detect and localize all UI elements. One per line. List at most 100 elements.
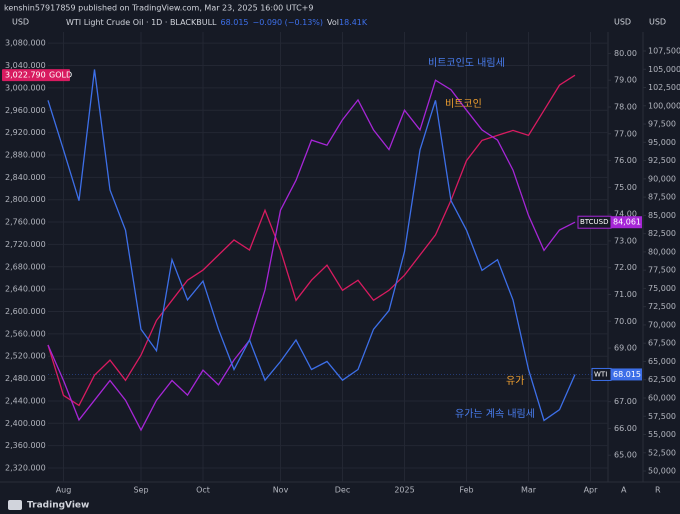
y3-tick-label: 80,000 <box>648 247 676 256</box>
y2-tick-label: 74.00 <box>614 210 637 219</box>
y2-tick-label: 70.00 <box>614 317 637 326</box>
last-value-label: 68.015 <box>613 370 641 379</box>
series-line <box>47 69 576 422</box>
y3-tick-label: 77,500 <box>648 266 676 275</box>
y2-tick-label: 80.00 <box>614 49 637 58</box>
y-tick-label: 2,880.000 <box>5 150 46 159</box>
y-tick-label: 3,040.000 <box>5 61 46 70</box>
annotation: 유가는 계속 내림세 <box>455 408 535 420</box>
axis-unit: USD <box>12 18 29 27</box>
y2-tick-label: 66.00 <box>614 424 637 433</box>
annotation: 비트코인도 내림세 <box>428 57 505 69</box>
last-value-tag <box>611 368 642 381</box>
y-tick-label: 3,000.000 <box>5 83 46 92</box>
y-tick-label: 2,760.000 <box>5 218 46 227</box>
y2-tick-label: 73.00 <box>614 236 637 245</box>
y3-tick-label: 62,500 <box>648 375 676 384</box>
legend-change: −0.090 (−0.13%) <box>253 18 324 27</box>
y3-tick-label: 50,000 <box>648 467 676 476</box>
y2-tick-label: 69.00 <box>614 344 637 353</box>
y-tick-label: 2,920.000 <box>5 128 46 137</box>
y-tick-label: 2,840.000 <box>5 173 46 182</box>
series-name-tag: WTI <box>594 370 607 378</box>
series-name-tag: GOLD <box>49 71 72 80</box>
x-tick-label: Feb <box>459 486 473 495</box>
y2-tick-label: 71.00 <box>614 290 637 299</box>
axis-button[interactable]: R <box>655 486 661 495</box>
y3-tick-label: 85,000 <box>648 211 676 220</box>
y2-tick-label: 75.00 <box>614 183 637 192</box>
y2-tick-label: 72.00 <box>614 263 637 272</box>
y3-tick-label: 82,500 <box>648 229 676 238</box>
axis-button[interactable]: A <box>621 486 627 495</box>
y-tick-label: 2,440.000 <box>5 396 46 405</box>
x-tick-label: 2025 <box>394 486 414 495</box>
y2-tick-label: 67.00 <box>614 397 637 406</box>
grid <box>48 32 608 482</box>
y2-tick-label: 76.00 <box>614 156 637 165</box>
x-tick-label: Oct <box>196 486 210 495</box>
x-tick-label: Nov <box>273 486 289 495</box>
legend-row: WTI Light Crude Oil · 1D · BLACKBULL 68.0… <box>66 18 368 27</box>
y-tick-label: 3,080.000 <box>5 39 46 48</box>
y-tick-label: 2,600.000 <box>5 307 46 316</box>
y3-tick-label: 70,000 <box>648 320 676 329</box>
series-name-tag: BTCUSD <box>580 218 609 226</box>
y3-tick-label: 57,500 <box>648 412 676 421</box>
y3-tick-label: 92,500 <box>648 156 676 165</box>
y2-tick-label: 79.00 <box>614 76 637 85</box>
y3-tick-label: 95,000 <box>648 138 676 147</box>
y-tick-label: 2,520.000 <box>5 352 46 361</box>
x-tick-label: Aug <box>56 486 72 495</box>
brand-logo <box>8 500 22 510</box>
y3-tick-label: 65,000 <box>648 357 676 366</box>
y2-tick-label: 65.00 <box>614 451 637 460</box>
y-tick-label: 2,360.000 <box>5 441 46 450</box>
y-tick-label: 2,320.000 <box>5 464 46 473</box>
y-tick-label: 2,400.000 <box>5 419 46 428</box>
series-line <box>47 79 576 432</box>
last-value-label: 3,022.790 <box>5 71 46 80</box>
y-tick-label: 2,960.000 <box>5 106 46 115</box>
y3-tick-label: 60,000 <box>648 393 676 402</box>
annotation: 비트코인 <box>445 98 482 110</box>
legend-last: 68.015 <box>221 18 249 27</box>
chart-title: WTI Light Crude Oil · 1D · BLACKBULL <box>66 18 217 27</box>
y-tick-label: 2,640.000 <box>5 285 46 294</box>
footer-brand: TradingView <box>27 501 89 511</box>
axis-unit: USD <box>614 18 631 27</box>
y3-tick-label: 100,000 <box>648 101 680 110</box>
x-tick-label: Mar <box>521 486 537 495</box>
last-value-tag <box>2 69 70 82</box>
y-tick-label: 2,680.000 <box>5 262 46 271</box>
y3-tick-label: 55,000 <box>648 430 676 439</box>
y3-tick-label: 87,500 <box>648 193 676 202</box>
x-tick-label: Apr <box>584 486 599 495</box>
y2-tick-label: 77.00 <box>614 129 637 138</box>
y3-tick-label: 90,000 <box>648 174 676 183</box>
x-tick-label: Sep <box>133 486 148 495</box>
axis-unit: USD <box>649 18 666 27</box>
y3-tick-label: 97,500 <box>648 120 676 129</box>
subtitle: kenshin57917859 published on TradingView… <box>4 4 313 13</box>
y3-tick-label: 107,500 <box>648 46 680 55</box>
legend-volume-label: Vol <box>327 18 339 27</box>
y-tick-label: 2,720.000 <box>5 240 46 249</box>
y2-tick-label: 78.00 <box>614 103 637 112</box>
last-value-label: 84,061 <box>613 218 641 227</box>
y3-tick-label: 67,500 <box>648 339 676 348</box>
y3-tick-label: 75,000 <box>648 284 676 293</box>
y3-tick-label: 72,500 <box>648 302 676 311</box>
y3-tick-label: 105,000 <box>648 65 680 74</box>
series-line <box>47 74 576 407</box>
y3-tick-label: 102,500 <box>648 83 680 92</box>
y3-tick-label: 52,500 <box>648 448 676 457</box>
y-tick-label: 2,560.000 <box>5 329 46 338</box>
y-tick-label: 2,480.000 <box>5 374 46 383</box>
last-value-tag <box>611 216 642 229</box>
legend-volume: 18.41K <box>339 18 368 27</box>
y-tick-label: 2,800.000 <box>5 195 46 204</box>
x-tick-label: Dec <box>335 486 350 495</box>
